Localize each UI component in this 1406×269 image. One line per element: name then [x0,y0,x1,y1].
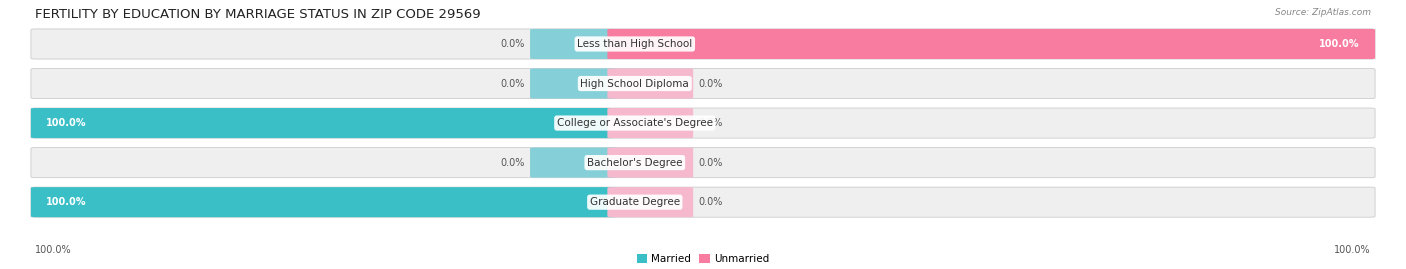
FancyBboxPatch shape [607,69,693,98]
FancyBboxPatch shape [31,108,1375,138]
Text: Source: ZipAtlas.com: Source: ZipAtlas.com [1275,8,1371,17]
FancyBboxPatch shape [31,29,1375,59]
Legend: Married, Unmarried: Married, Unmarried [637,254,769,264]
Text: Graduate Degree: Graduate Degree [589,197,681,207]
FancyBboxPatch shape [607,29,1375,59]
Text: 100.0%: 100.0% [46,118,87,128]
Text: 0.0%: 0.0% [501,39,524,49]
FancyBboxPatch shape [31,108,616,138]
FancyBboxPatch shape [31,148,1375,178]
FancyBboxPatch shape [530,148,616,178]
Text: 100.0%: 100.0% [1319,39,1360,49]
Text: 100.0%: 100.0% [1334,245,1371,255]
Text: 0.0%: 0.0% [501,79,524,89]
Text: 0.0%: 0.0% [699,79,723,89]
Text: 0.0%: 0.0% [699,197,723,207]
FancyBboxPatch shape [31,187,616,217]
Text: 100.0%: 100.0% [46,197,87,207]
Text: Bachelor's Degree: Bachelor's Degree [588,158,682,168]
Text: 100.0%: 100.0% [35,245,72,255]
FancyBboxPatch shape [530,69,616,98]
Text: FERTILITY BY EDUCATION BY MARRIAGE STATUS IN ZIP CODE 29569: FERTILITY BY EDUCATION BY MARRIAGE STATU… [35,8,481,21]
FancyBboxPatch shape [31,187,1375,217]
Text: College or Associate's Degree: College or Associate's Degree [557,118,713,128]
FancyBboxPatch shape [31,69,1375,98]
Text: High School Diploma: High School Diploma [581,79,689,89]
FancyBboxPatch shape [607,187,693,217]
Text: 0.0%: 0.0% [501,158,524,168]
Text: 0.0%: 0.0% [699,118,723,128]
FancyBboxPatch shape [607,148,693,178]
Text: Less than High School: Less than High School [578,39,692,49]
FancyBboxPatch shape [530,29,616,59]
Text: 0.0%: 0.0% [699,158,723,168]
FancyBboxPatch shape [607,108,693,138]
